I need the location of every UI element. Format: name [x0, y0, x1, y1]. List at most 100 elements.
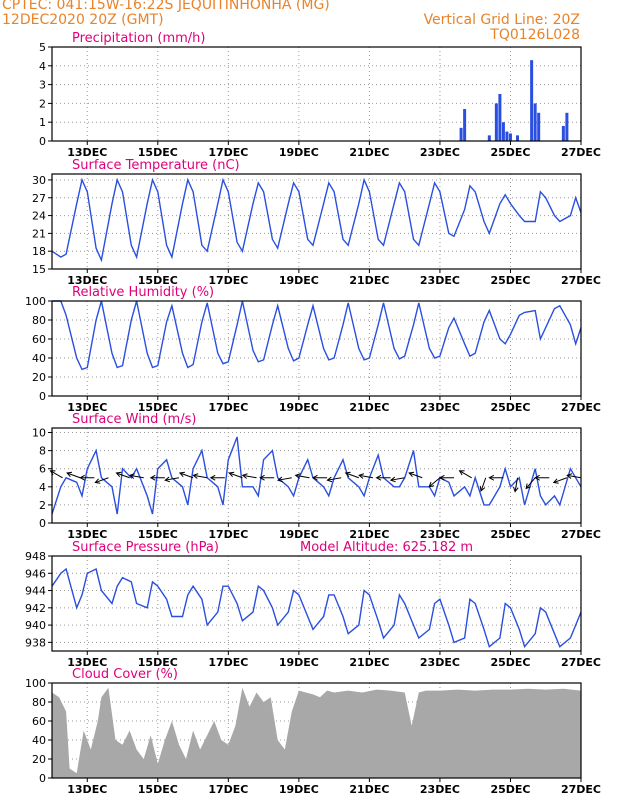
y-tick-label: 940	[25, 619, 46, 632]
series-line	[51, 177, 582, 263]
wind-arrow	[116, 472, 130, 479]
header-location: CPTEC: 041:15W-16:22S JEQUITINHONHA (MG)	[2, 0, 330, 13]
y-tick-label: 5	[39, 41, 46, 54]
x-tick-label: 15DEC	[138, 783, 178, 796]
wind-arrow-head	[294, 473, 301, 479]
panel-title: Relative Humidity (%)	[72, 285, 214, 300]
x-tick-label: 25DEC	[490, 401, 530, 414]
wind-arrow-head	[115, 471, 122, 478]
wind-arrow	[193, 474, 208, 479]
wind-arrow	[66, 472, 81, 479]
wind-arrow-head	[241, 473, 248, 479]
y-tick-label: 1	[39, 116, 46, 129]
wind-arrow	[129, 474, 144, 479]
series-line	[51, 436, 582, 515]
x-tick-label: 27DEC	[561, 146, 601, 159]
wind-arrow-head	[552, 478, 559, 484]
wind-arrow-head	[209, 474, 216, 481]
wind-arrow-head	[458, 470, 465, 476]
x-tick-label: 23DEC	[420, 528, 460, 541]
wind-arrow-head	[408, 471, 415, 478]
x-tick-label: 23DEC	[420, 783, 460, 796]
x-tick-label: 15DEC	[138, 528, 178, 541]
y-tick-label: 946	[25, 567, 46, 580]
panel-frame	[51, 427, 582, 524]
wind-arrow-head	[428, 481, 435, 488]
x-tick-label: 19DEC	[279, 783, 319, 796]
x-tick-label: 13DEC	[67, 783, 107, 796]
precip-bar	[494, 103, 498, 141]
wind-arrow	[567, 474, 582, 479]
y-tick-label: 80	[32, 314, 46, 327]
x-tick-label: 27DEC	[561, 656, 601, 669]
wind-arrow	[95, 477, 109, 484]
wind-arrow-head	[178, 471, 185, 478]
wind-arrow	[480, 477, 487, 492]
wind-arrow-head	[312, 474, 318, 481]
panel-frame	[51, 555, 582, 652]
precip-bar	[530, 60, 534, 141]
cloud-cover-area	[52, 687, 581, 778]
wind-arrow-head	[228, 471, 235, 478]
wind-arrow-head	[94, 478, 101, 484]
y-tick-label: 15	[32, 263, 46, 276]
y-tick-label: 60	[32, 333, 46, 346]
wind-arrow-head	[344, 471, 351, 478]
wind-arrow-head	[488, 474, 495, 481]
wind-arrow-head	[79, 474, 85, 481]
y-tick-label: 100	[25, 295, 46, 308]
x-tick-label: 23DEC	[420, 146, 460, 159]
header-datetime: 12DEC2020 20Z (GMT)	[2, 12, 164, 28]
panel-frame	[51, 300, 582, 397]
panel-title: Surface Wind (m/s)	[72, 412, 196, 427]
y-tick-label: 20	[32, 371, 46, 384]
x-tick-label: 21DEC	[349, 656, 389, 669]
x-tick-label: 19DEC	[279, 656, 319, 669]
wind-arrow	[242, 474, 257, 479]
header-grid-line: Vertical Grid Line: 20Z	[423, 12, 580, 28]
wind-arrow	[459, 470, 472, 479]
y-tick-label: 40	[32, 352, 46, 365]
x-tick-label: 27DEC	[561, 274, 601, 287]
y-tick-label: 18	[32, 245, 46, 258]
wind-arrow	[514, 477, 519, 492]
x-tick-label: 17DEC	[208, 656, 248, 669]
wind-arrow	[359, 474, 374, 479]
series-line	[51, 567, 582, 649]
wind-arrow-head	[479, 485, 486, 492]
precip-bar	[537, 112, 541, 141]
x-tick-label: 17DEC	[208, 274, 248, 287]
y-tick-label: 0	[39, 517, 46, 530]
x-tick-label: 23DEC	[420, 401, 460, 414]
precip-bar	[463, 109, 467, 141]
y-tick-label: 80	[32, 696, 46, 709]
y-tick-label: 40	[32, 734, 46, 747]
wind-arrow-head	[276, 476, 283, 483]
wind-arrow	[165, 477, 180, 481]
y-tick-label: 942	[25, 602, 46, 615]
x-tick-label: 27DEC	[561, 783, 601, 796]
wind-arrow-head	[389, 476, 396, 483]
wind-arrow	[428, 477, 441, 488]
y-tick-label: 21	[32, 227, 46, 240]
x-tick-label: 25DEC	[490, 146, 530, 159]
precip-bar	[487, 135, 491, 141]
wind-arrow-head	[513, 486, 519, 493]
x-tick-label: 21DEC	[349, 401, 389, 414]
y-tick-label: 2	[39, 499, 46, 512]
x-tick-label: 13DEC	[67, 656, 107, 669]
wind-arrow-head	[525, 483, 531, 490]
panel-frame	[51, 46, 582, 142]
y-tick-label: 10	[32, 427, 46, 440]
wind-arrow-head	[259, 474, 265, 481]
x-tick-label: 15DEC	[138, 146, 178, 159]
y-tick-label: 944	[25, 585, 46, 598]
wind-arrow-head	[375, 474, 382, 481]
x-tick-label: 15DEC	[138, 656, 178, 669]
panel-title: Surface Temperature (nC)	[72, 158, 240, 173]
wind-arrow-head	[358, 473, 365, 479]
series-line	[52, 300, 582, 371]
y-tick-label: 0	[39, 772, 46, 785]
x-tick-label: 13DEC	[67, 146, 107, 159]
